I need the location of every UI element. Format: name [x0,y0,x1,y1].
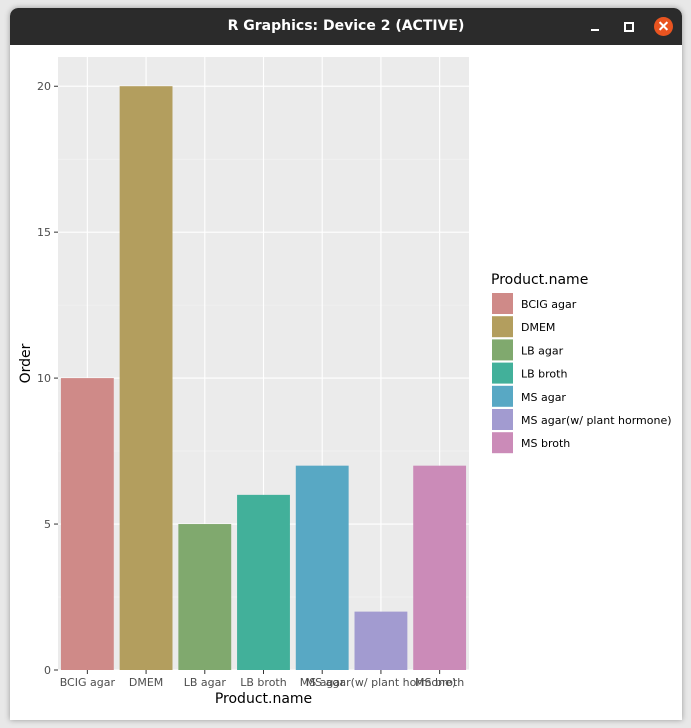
x-tick-label: MS agar(w/ plant hormone) [306,676,457,689]
legend-label: MS broth [521,437,570,450]
bar [178,524,232,670]
legend-key [492,293,513,314]
y-tick-label: 5 [44,518,51,531]
x-tick-label: LB broth [240,676,286,689]
title-bar[interactable]: R Graphics: Device 2 (ACTIVE) [10,8,682,45]
legend-key [492,316,513,338]
legend-label: MS agar(w/ plant hormone) [521,414,672,427]
legend-key [492,409,513,430]
legend-key [492,339,513,361]
y-tick-label: 10 [37,372,51,385]
legend-label: DMEM [521,321,555,334]
legend-label: LB agar [521,344,564,357]
y-tick-label: 20 [37,80,51,93]
bar [295,465,349,670]
legend: Product.name BCIG agar DMEM LB agar LB brot… [491,272,672,454]
legend-label: LB broth [521,368,567,381]
legend-label: BCIG agar [521,298,577,311]
x-axis-title: Product.name [215,691,312,707]
bar [354,611,408,670]
x-tick-label: MS broth [415,676,464,689]
legend-key [492,362,513,384]
x-tick-label: MS agar [300,676,345,689]
bar-chart: 0 5 10 15 20 BCIG agar DMEM LB agar LB broth MS a… [18,57,672,707]
legend-key [492,432,513,454]
legend-label: MS agar [521,391,566,404]
maximize-icon[interactable] [619,17,638,36]
r-graphics-window: R Graphics: Device 2 (ACTIVE) 0 5 10 15 20 BC… [10,8,682,720]
y-tick-label: 15 [37,226,51,239]
window-title: R Graphics: Device 2 (ACTIVE) [227,18,465,34]
legend-key [492,385,513,407]
y-axis-title: Order [18,343,34,383]
bars [60,86,467,670]
legend-title: Product.name [491,272,588,288]
minimize-icon[interactable] [585,17,604,36]
x-tick-label: DMEM [129,676,163,689]
axes: 0 5 10 15 20 BCIG agar DMEM LB agar LB broth MS a… [37,80,464,689]
x-tick-label: LB agar [184,676,227,689]
bar [119,86,173,670]
bar [237,494,290,670]
bar [413,465,467,670]
y-tick-label: 0 [44,664,51,677]
x-tick-label: BCIG agar [60,676,116,689]
bar [60,378,114,670]
close-icon[interactable] [654,17,673,36]
